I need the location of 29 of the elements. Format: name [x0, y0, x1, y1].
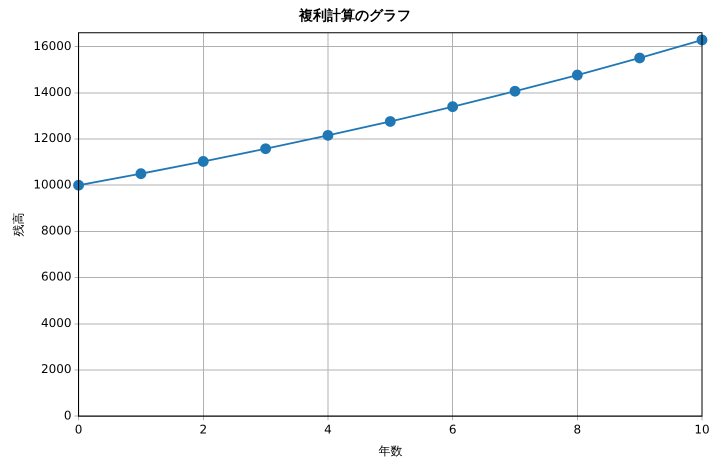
- x-tick-label: 4: [324, 422, 332, 437]
- y-tick-label: 0: [64, 408, 72, 422]
- y-tick-label: 4000: [41, 316, 72, 330]
- point: [696, 34, 708, 46]
- point: [322, 130, 334, 141]
- point: [73, 180, 84, 191]
- x-tick-label: 8: [573, 422, 582, 437]
- y-tick-label: 6000: [41, 270, 72, 284]
- y-axis-title: 残高: [11, 212, 26, 236]
- y-tick-label: 10000: [33, 177, 72, 192]
- y-tick-label: 14000: [33, 84, 72, 99]
- x-tick-label: 2: [199, 422, 208, 437]
- x-tick-label: 6: [448, 422, 456, 437]
- point: [198, 156, 209, 167]
- x-tick-label: 0: [74, 422, 82, 437]
- point: [136, 168, 146, 180]
- point: [447, 101, 458, 112]
- point: [634, 52, 646, 64]
- y-tick-label: 16000: [33, 38, 72, 53]
- point: [260, 143, 271, 154]
- point: [384, 116, 396, 127]
- x-axis-title: 年数: [378, 444, 402, 458]
- point: [510, 86, 520, 97]
- y-tick-label: 12000: [33, 131, 72, 146]
- chart-title: 複利計算のグラフ: [298, 7, 411, 24]
- point: [572, 70, 583, 80]
- y-tick-label: 8000: [41, 224, 72, 238]
- x-tick-label: 10: [694, 422, 710, 437]
- y-tick-label: 2000: [41, 362, 72, 376]
